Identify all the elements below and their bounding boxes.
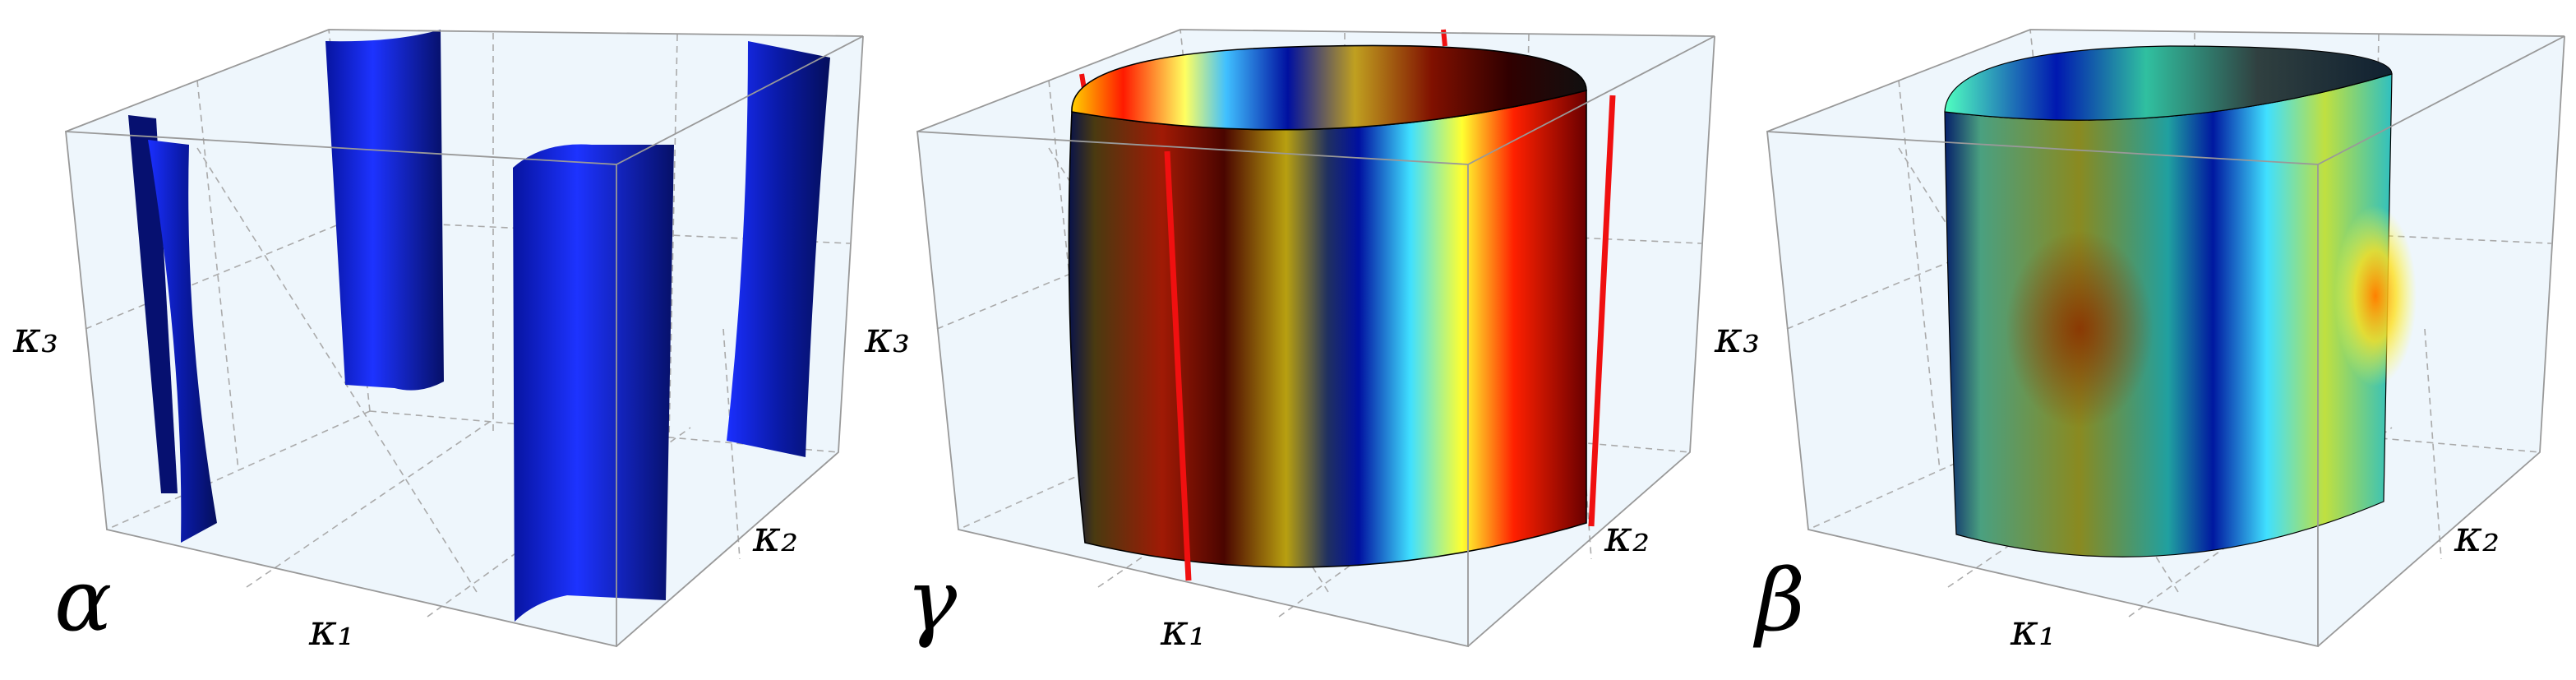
fermi-surface-top <box>1071 44 1587 131</box>
hot-spot <box>2006 230 2154 428</box>
grid-line <box>246 419 494 588</box>
grid-line <box>668 34 678 438</box>
grid-line <box>722 328 741 560</box>
box-edge <box>1766 29 2565 165</box>
panels: α κ₁ κ₂ κ₃ γ κ₁ κ₂ κ₃ β κ₁ κ₂ κ₃ <box>12 29 2565 655</box>
axis-label: κ₁ <box>2010 606 2056 655</box>
panel: γ κ₁ κ₂ κ₃ <box>864 29 1715 655</box>
grid-line <box>2424 328 2442 560</box>
axis-label: κ₁ <box>1160 606 1206 655</box>
grid-line <box>1786 220 2552 330</box>
grid-line <box>1097 419 1346 588</box>
box-edge <box>1467 35 1715 647</box>
red-line <box>1588 95 1616 527</box>
axis-label: κ₂ <box>2454 512 2500 562</box>
axis-label: κ₃ <box>12 313 58 363</box>
fermi-surface <box>1068 89 1587 568</box>
red-line <box>1164 150 1192 581</box>
panel: α κ₁ κ₂ κ₃ <box>12 29 864 655</box>
box-edge <box>65 29 864 165</box>
panel: β κ₁ κ₂ κ₃ <box>1714 29 2565 655</box>
red-line <box>1441 29 1447 47</box>
grid-line <box>1898 80 1941 471</box>
panel-label: α <box>54 550 112 650</box>
hot-spot <box>2334 206 2417 386</box>
sheet <box>727 41 830 457</box>
panel-label: γ <box>906 550 958 650</box>
axis-label: κ₃ <box>864 313 910 363</box>
sheet <box>128 115 178 493</box>
grid-line <box>196 80 239 471</box>
box-edge <box>2317 35 2565 647</box>
axis-label: κ₁ <box>308 606 354 655</box>
axis-label: κ₂ <box>1604 512 1650 562</box>
grid-line <box>1947 419 2195 588</box>
sheet <box>513 144 674 622</box>
box-edge <box>916 29 1715 165</box>
panel-label: β <box>1752 550 1805 650</box>
grid-line <box>936 220 1702 330</box>
sheet <box>325 30 444 391</box>
axis-label: κ₃ <box>1714 313 1760 363</box>
box-edge <box>616 35 864 647</box>
axis-label: κ₂ <box>752 512 798 562</box>
sheet <box>148 140 217 543</box>
fermi-surface-top <box>1944 45 2393 121</box>
